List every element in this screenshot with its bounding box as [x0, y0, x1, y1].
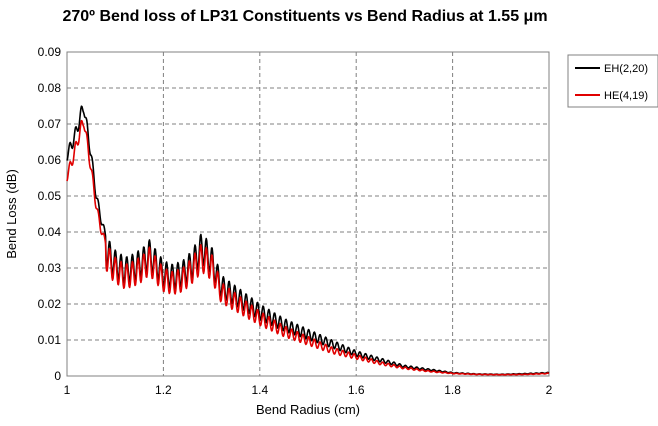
y-tick-label: 0.08: [38, 81, 62, 95]
legend-label-eh: EH(2,20): [604, 63, 648, 75]
legend-box: [567, 54, 658, 108]
x-tick-labels: 1 1.2 1.4 1.6 1.8 2: [64, 383, 553, 397]
legend-label-he: HE(4,19): [604, 90, 648, 102]
y-tick-label: 0.02: [38, 297, 62, 311]
y-tick-label: 0.09: [38, 45, 62, 59]
series-line-he: [66, 119, 550, 376]
y-axis-label: Bend Loss (dB): [4, 169, 19, 259]
y-tick-label: 0.05: [38, 189, 62, 203]
plot-area: [66, 51, 550, 377]
y-tick-label: 0: [54, 369, 61, 383]
y-tick-label: 0.07: [38, 117, 62, 131]
y-tick-label: 0.03: [38, 261, 62, 275]
x-axis-label: Bend Radius (cm): [256, 402, 360, 417]
x-tick-label: 2: [546, 383, 553, 397]
x-tick-label: 1.4: [251, 383, 268, 397]
x-tick-label: 1.8: [444, 383, 461, 397]
legend: EH(2,20) HE(4,19): [567, 54, 658, 108]
series-lines: [66, 105, 550, 376]
grid-lines: [66, 51, 550, 377]
y-tick-labels: 0 0.01 0.02 0.03 0.04 0.05 0.06 0.07 0.08 0.09: [38, 45, 62, 383]
y-tick-label: 0.06: [38, 153, 62, 167]
x-tick-label: 1: [64, 383, 71, 397]
chart-title: 270º Bend loss of LP31 Constituents vs B…: [62, 8, 547, 25]
y-tick-label: 0.01: [38, 333, 62, 347]
x-tick-label: 1.6: [348, 383, 365, 397]
y-tick-label: 0.04: [38, 225, 62, 239]
x-tick-label: 1.2: [155, 383, 172, 397]
